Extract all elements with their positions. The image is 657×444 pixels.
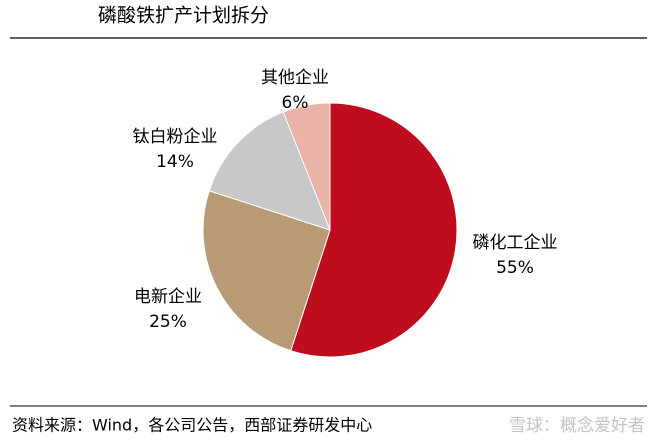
- pie-slice: [202, 190, 331, 352]
- watermark: 雪球：概念爱好者: [509, 415, 645, 436]
- slice-value-label: 6%: [282, 93, 309, 113]
- chart-title: 磷酸铁扩产计划拆分: [98, 5, 269, 27]
- slice-label: 电新企业: [134, 287, 202, 307]
- slice-label: 钛白粉企业: [133, 127, 218, 147]
- pie-slice: [208, 111, 331, 231]
- pie-slice: [290, 102, 458, 358]
- slice-value-label: 55%: [496, 258, 534, 278]
- slice-label: 其他企业: [261, 68, 329, 88]
- slice-label: 磷化工企业: [473, 233, 558, 253]
- slice-value-label: 25%: [149, 312, 187, 332]
- slice-value-label: 14%: [156, 152, 194, 172]
- source-note: 资料来源：Wind，各公司公告，西部证券研发中心: [12, 416, 372, 435]
- pie-slice: [282, 102, 331, 231]
